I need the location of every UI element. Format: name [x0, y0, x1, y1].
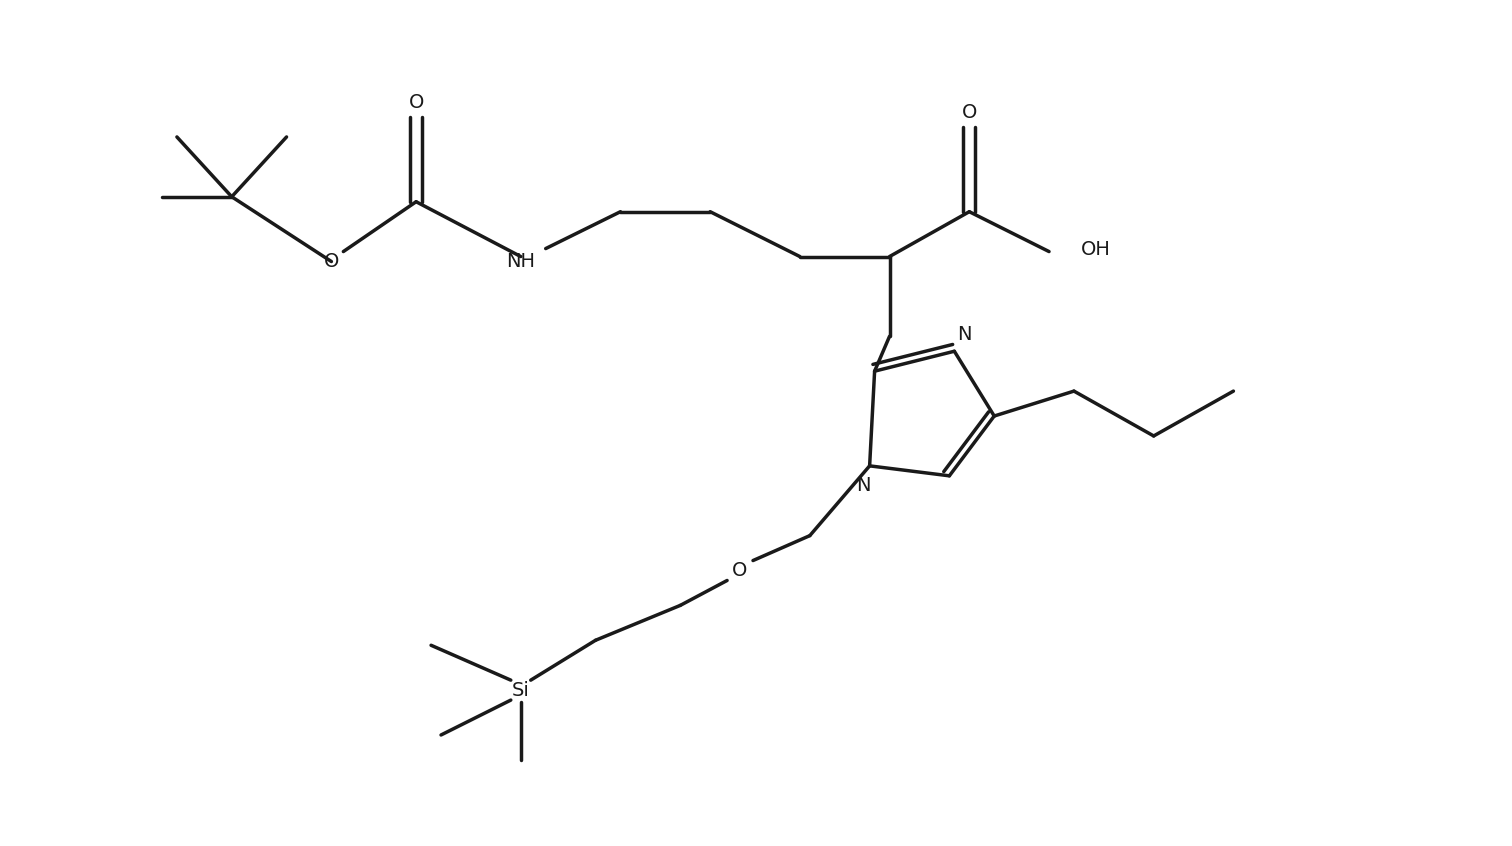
Text: NH: NH: [507, 252, 535, 271]
Text: O: O: [408, 92, 423, 112]
Text: N: N: [957, 325, 972, 343]
Text: OH: OH: [1081, 240, 1111, 259]
Text: O: O: [962, 102, 977, 122]
Text: O: O: [732, 561, 748, 580]
Text: O: O: [324, 252, 339, 271]
Text: N: N: [856, 476, 871, 495]
Text: Si: Si: [513, 681, 529, 700]
